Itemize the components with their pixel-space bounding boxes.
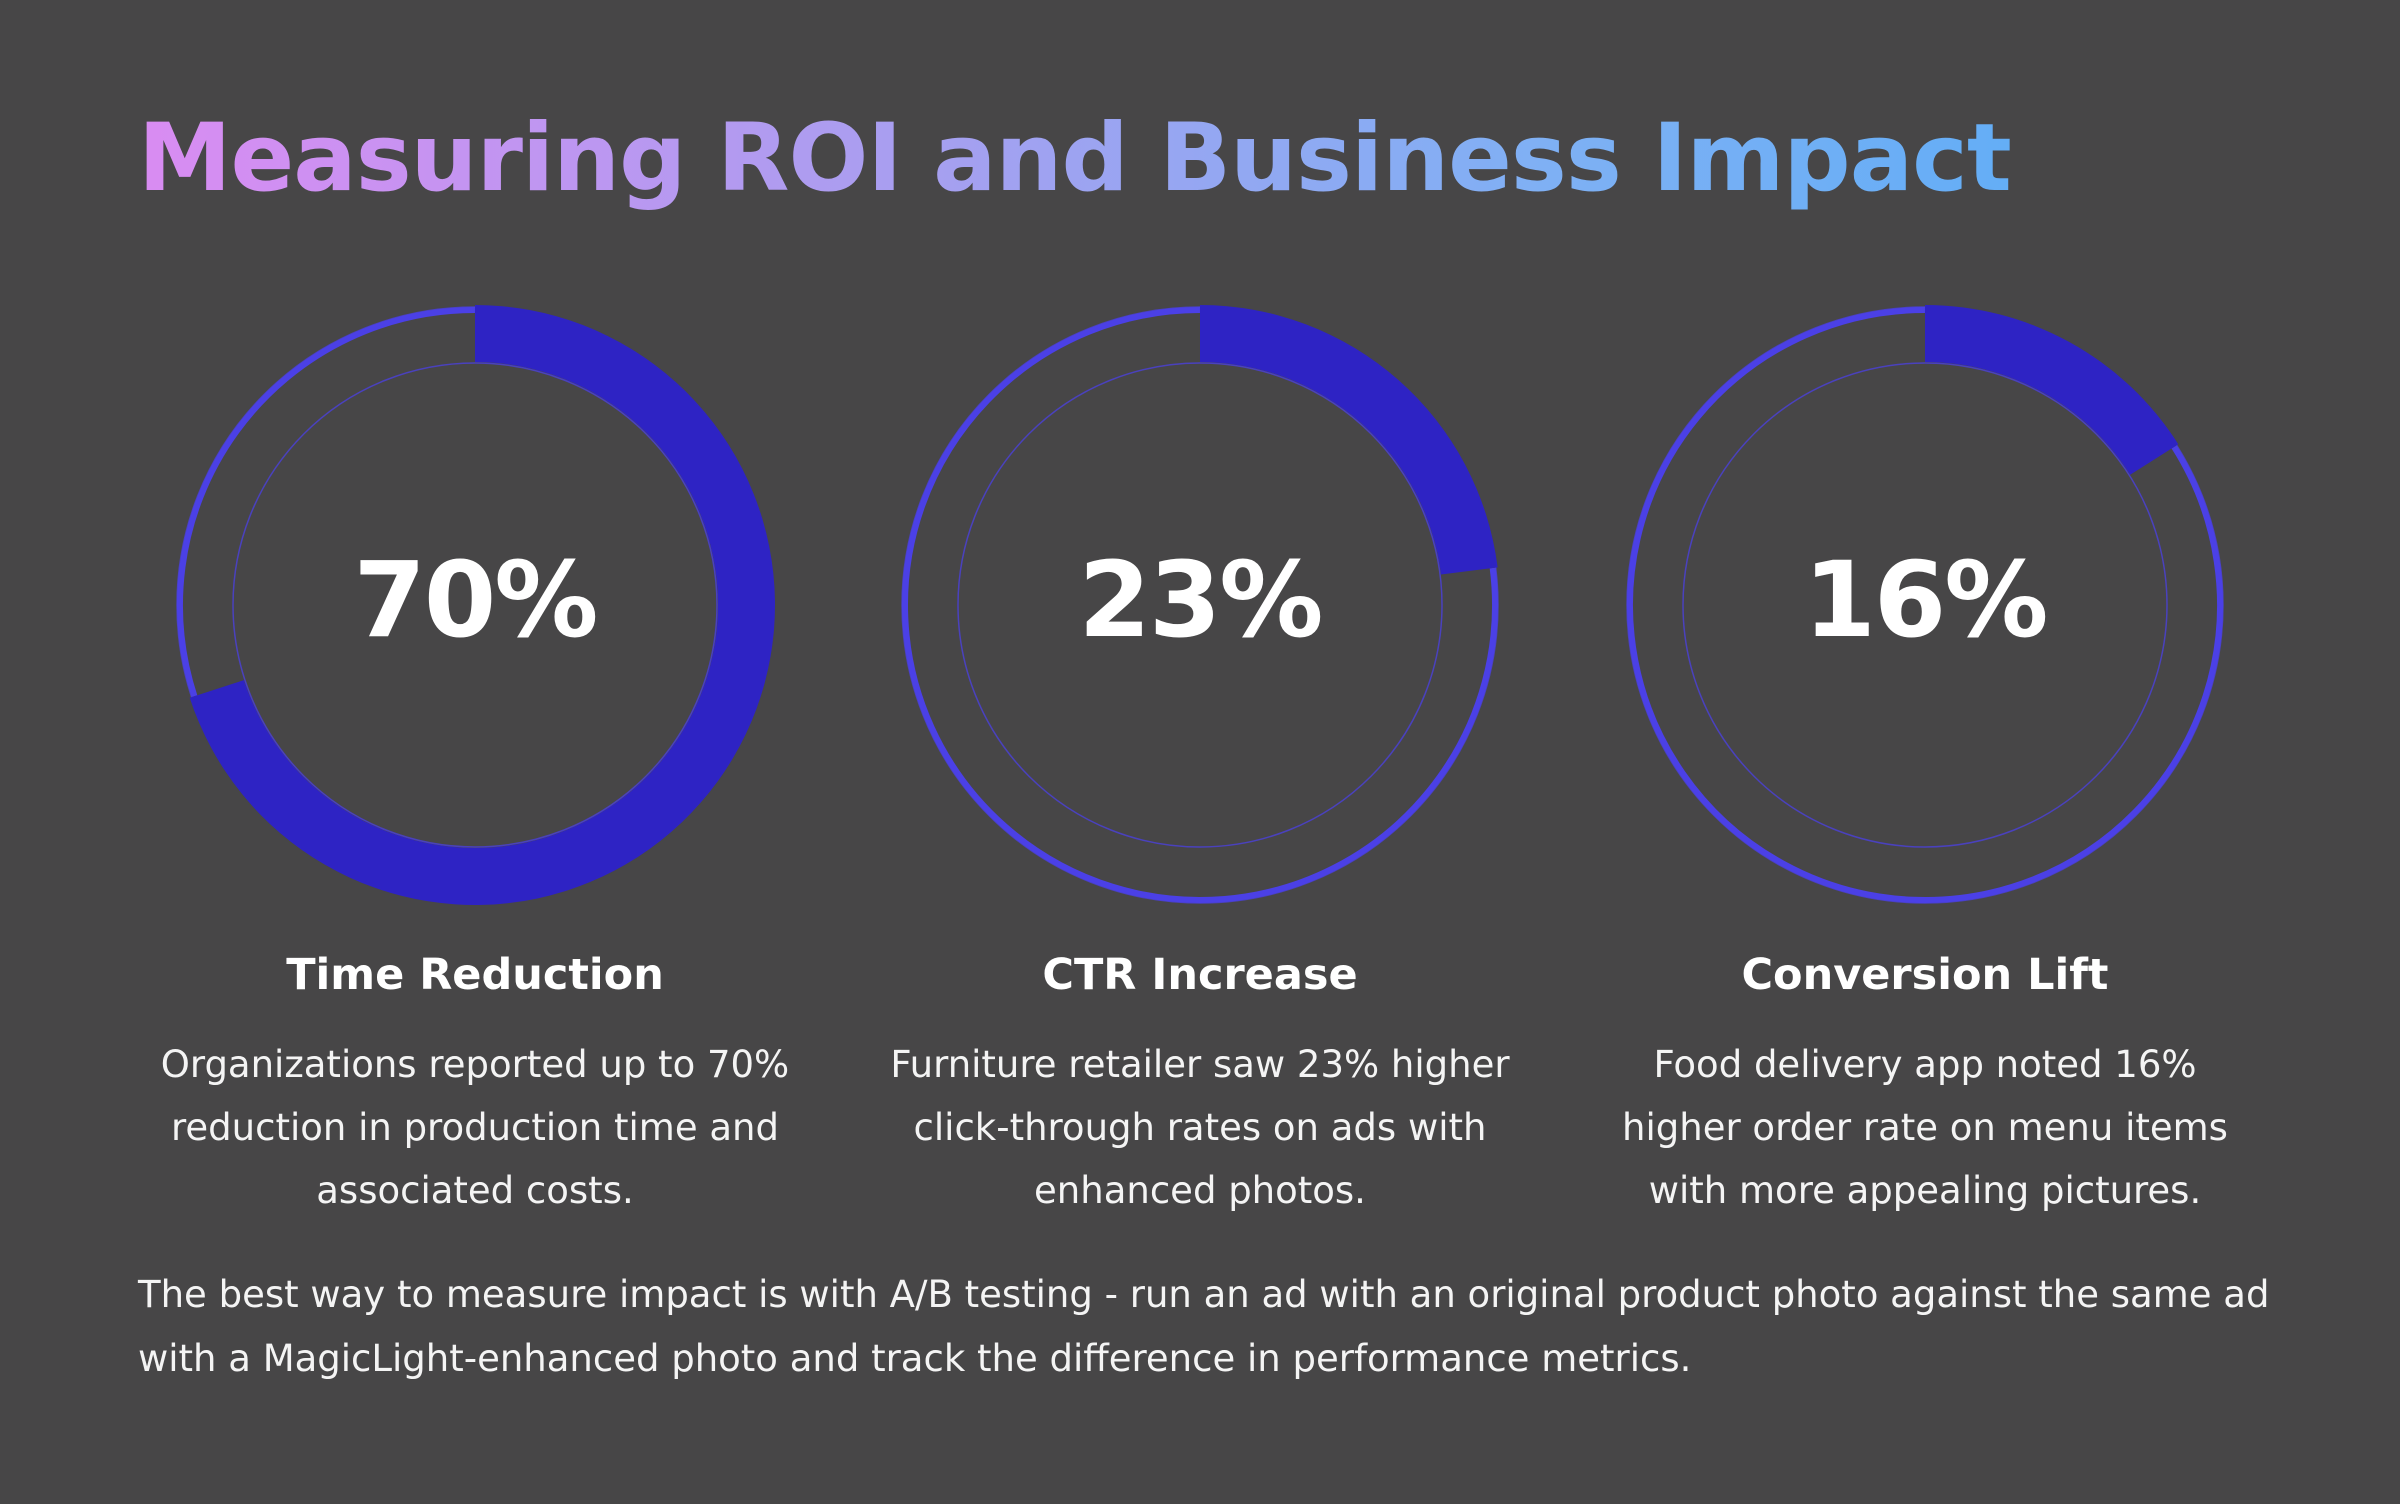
ring-svg <box>1626 305 2224 904</box>
metric-value: 70% <box>353 539 599 661</box>
ring-track-arc <box>902 307 1498 903</box>
metric-description: Food delivery app noted 16% higher order… <box>1622 1043 2228 1212</box>
metric-card-time-reduction: 70% Time Reduction Organizations reporte… <box>125 300 825 1220</box>
metric-value: 23% <box>1078 539 1324 661</box>
progress-ring <box>1625 300 2225 910</box>
metric-label: Conversion Lift <box>1741 950 2109 1000</box>
metric-description: Organizations reported up to 70% reducti… <box>160 1043 790 1212</box>
page-title: Measuring ROI and Business Impact <box>138 104 2012 213</box>
metric-value: 16% <box>1803 539 2049 661</box>
progress-ring <box>175 300 775 910</box>
ring-svg <box>176 305 775 906</box>
ring-inner-guide <box>232 362 718 848</box>
ring-svg <box>901 305 1499 904</box>
progress-ring <box>900 300 1500 910</box>
metric-card-conversion-lift: 16% Conversion Lift Food delivery app no… <box>1575 300 2275 1220</box>
ring-progress-arc <box>1925 305 2179 475</box>
metric-label: CTR Increase <box>1042 950 1358 1000</box>
ring-progress-arc <box>1200 305 1498 575</box>
metric-card-ctr-increase: 23% CTR Increase Furniture retailer saw … <box>850 300 1550 1220</box>
ring-track-arc <box>1627 307 2223 903</box>
footer-note: The best way to measure impact is with A… <box>138 1273 2270 1380</box>
ring-inner-guide <box>957 362 1443 848</box>
ring-track-arc <box>177 307 475 698</box>
metric-description: Furniture retailer saw 23% higher click-… <box>890 1043 1510 1212</box>
ring-inner-guide <box>1682 362 2168 848</box>
metric-label: Time Reduction <box>286 950 664 1000</box>
